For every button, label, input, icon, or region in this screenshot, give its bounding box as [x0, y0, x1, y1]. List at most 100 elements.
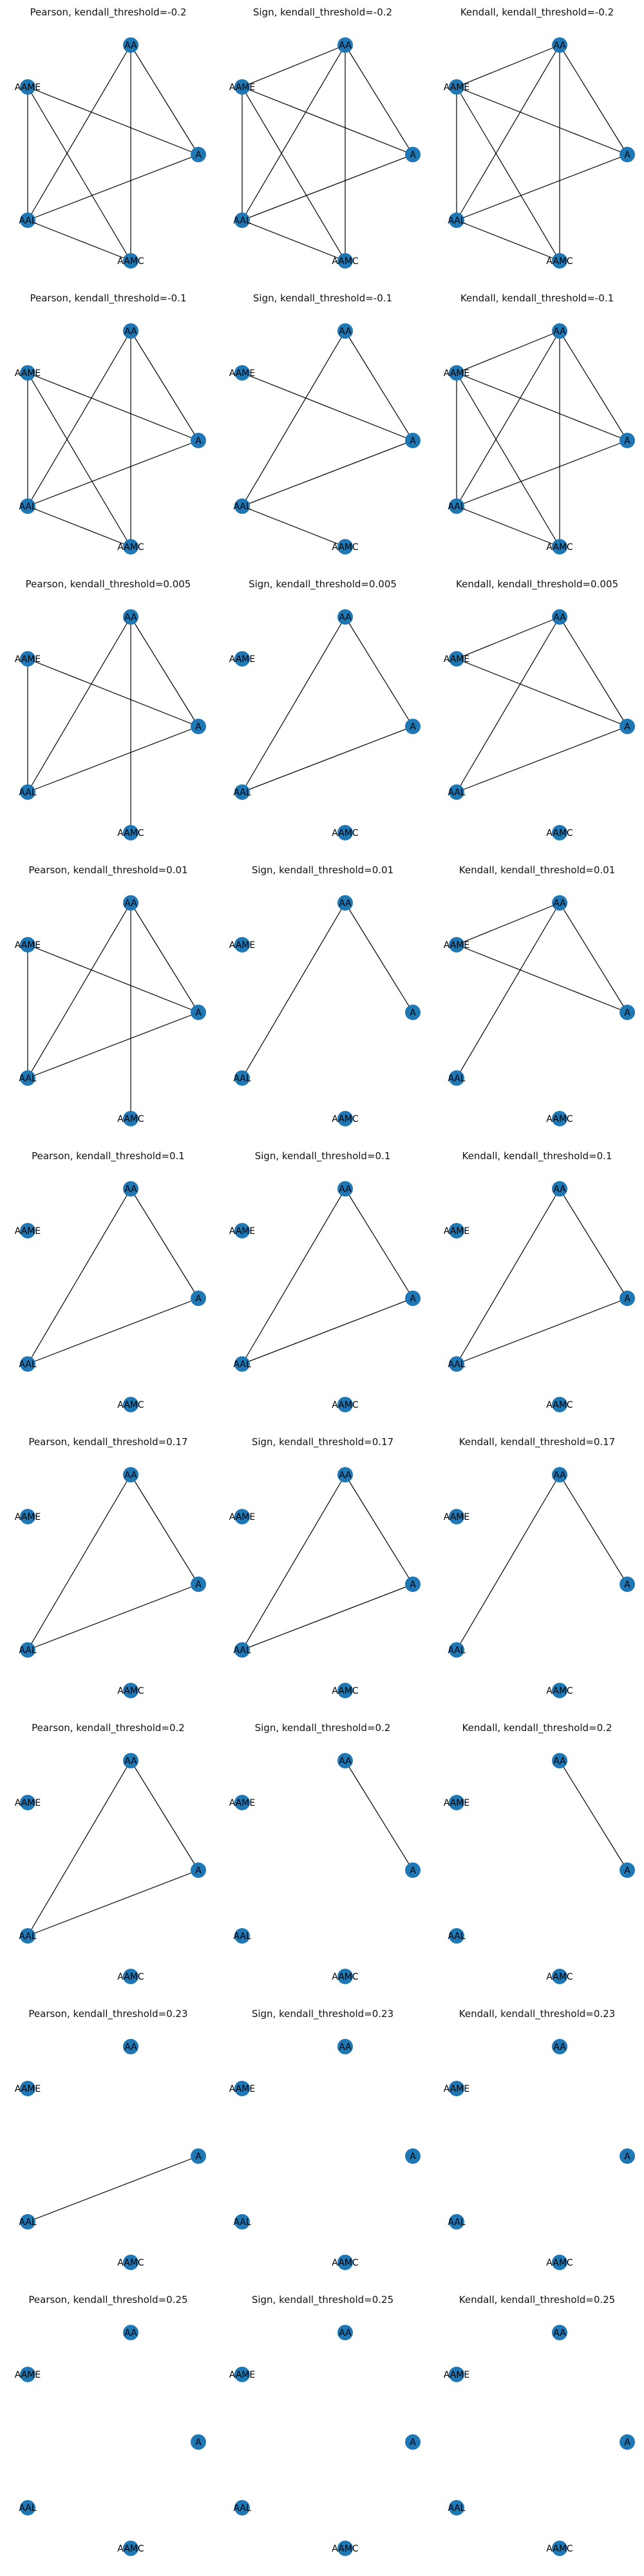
edge-AA-A	[345, 1760, 413, 1871]
edge-AA-AAL	[27, 44, 131, 221]
node-label-AAMC: AAMC	[546, 828, 573, 838]
node-label-AAME: AAME	[444, 82, 469, 93]
node-AAL	[449, 784, 464, 800]
node-label-AAMC: AAMC	[332, 828, 359, 838]
edge-AA-A	[130, 1760, 199, 1871]
node-A	[620, 1862, 635, 1878]
node-AA	[337, 37, 353, 53]
node-A	[405, 1577, 421, 1592]
panel-title: Sign, kendall_threshold=-0.1	[252, 292, 393, 304]
panel-title: Kendall, kendall_threshold=-0.1	[460, 292, 614, 304]
edge-AA-A	[345, 1188, 413, 1299]
panel-title: Pearson, kendall_threshold=0.005	[25, 578, 191, 590]
node-label-AAMC: AAMC	[332, 2258, 359, 2268]
node-AAMC	[123, 1397, 138, 1412]
node-label-AA: AA	[339, 2328, 352, 2338]
node-label-AAL: AAL	[19, 1359, 37, 1370]
node-AAMC	[337, 539, 353, 554]
node-label-AAMC: AAMC	[546, 1972, 573, 1982]
node-AAL	[234, 213, 250, 228]
node-AA	[123, 323, 138, 339]
node-label-AA: AA	[124, 2328, 137, 2338]
edge-AA-AAL	[27, 1474, 131, 1651]
node-label-AAME: AAME	[229, 2084, 255, 2094]
node-AAME	[20, 1795, 35, 1810]
node-label-AA: AA	[124, 2042, 137, 2052]
node-label-AA: AA	[553, 1184, 566, 1195]
node-label-AAMC: AAMC	[332, 542, 359, 553]
graph-panel: Kendall, kendall_threshold=-0.2 AA AAME A AA…	[431, 0, 643, 283]
node-AA	[552, 609, 567, 625]
network-graph: AA AAME A AAL AAMC	[15, 609, 206, 840]
panel-title: Kendall, kendall_threshold=0.2	[462, 1722, 612, 1734]
node-AA	[337, 895, 353, 911]
node-label-AAME: AAME	[229, 368, 255, 379]
node-AA	[337, 1467, 353, 1482]
edge-AA-A	[345, 44, 413, 155]
node-label-AAME: AAME	[444, 654, 469, 665]
graph-panel: Pearson, kendall_threshold=0.005 AA AAME A A…	[2, 572, 214, 855]
edge-AA-A	[130, 902, 199, 1013]
node-AAL	[449, 2500, 464, 2515]
node-label-A: A	[195, 436, 202, 446]
node-label-AAL: AAL	[233, 2217, 251, 2228]
panel-title: Pearson, kendall_threshold=0.2	[32, 1722, 185, 1734]
node-AA	[337, 2325, 353, 2340]
node-AAMC	[337, 1397, 353, 1412]
edge-AA-A	[130, 330, 199, 441]
node-AAMC	[123, 825, 138, 840]
node-AAME	[20, 2367, 35, 2382]
graph-panel: Kendall, kendall_threshold=0.1 AA AAME A AAL…	[431, 1144, 643, 1427]
node-label-AAME: AAME	[15, 368, 41, 379]
node-label-A: A	[410, 1866, 416, 1876]
edge-AAME-A	[456, 372, 628, 441]
node-AA	[337, 1753, 353, 1768]
edge-AA-AAL	[27, 902, 131, 1079]
node-AAMC	[123, 2255, 138, 2270]
node-A	[405, 719, 421, 734]
panel-title: Pearson, kendall_threshold=0.01	[28, 864, 188, 876]
node-label-AAL: AAL	[448, 788, 466, 798]
network-graph: AA AAME A AAL AAMC	[444, 1467, 635, 1698]
node-label-AAL: AAL	[19, 216, 37, 226]
edge-AAL-AAMC	[242, 220, 346, 261]
edge-AAME-A	[242, 372, 413, 441]
node-label-AA: AA	[124, 898, 137, 909]
graph-panel: Pearson, kendall_threshold=-0.1 AA AAME A AA…	[2, 286, 214, 569]
graph-panel: Pearson, kendall_threshold=0.1 AA AAME A AAL…	[2, 1144, 214, 1427]
node-AAME	[20, 79, 35, 95]
edge-AAL-A	[27, 154, 199, 221]
node-label-AA: AA	[553, 1756, 566, 1766]
node-AAL	[449, 1928, 464, 1944]
node-AAME	[20, 1223, 35, 1238]
node-AAME	[449, 651, 464, 667]
node-label-AAL: AAL	[233, 216, 251, 226]
edge-AAME-A	[27, 86, 199, 155]
edge-AAME-A	[456, 944, 628, 1013]
node-AAMC	[337, 2255, 353, 2270]
node-label-AA: AA	[553, 41, 566, 51]
graph-panel: Sign, kendall_threshold=-0.1 AA AAME A AAL AA…	[216, 286, 429, 569]
node-label-AAME: AAME	[229, 1798, 255, 1808]
edge-AA-AAL	[242, 616, 346, 793]
node-label-AAMC: AAMC	[546, 1114, 573, 1124]
node-AAL	[234, 498, 250, 514]
node-label-AAMC: AAMC	[117, 2258, 144, 2268]
edge-AAME-A	[242, 86, 413, 155]
node-AAMC	[337, 1969, 353, 1984]
node-label-AA: AA	[553, 1470, 566, 1481]
node-label-A: A	[195, 1294, 202, 1304]
node-AAL	[449, 213, 464, 228]
network-graph: AA AAME A AAL AAMC	[444, 609, 635, 840]
node-A	[191, 147, 206, 162]
node-label-AAL: AAL	[233, 502, 251, 512]
edge-AAL-A	[27, 1584, 199, 1651]
node-AAL	[20, 2500, 35, 2515]
node-label-AA: AA	[124, 612, 137, 623]
panel-title: Pearson, kendall_threshold=-0.1	[30, 292, 187, 304]
node-label-A: A	[624, 436, 630, 446]
edge-AAL-A	[456, 1298, 628, 1365]
node-label-AAMC: AAMC	[546, 2544, 573, 2554]
network-graph: AA AAME A AAL AAMC	[15, 2039, 206, 2270]
node-A	[620, 719, 635, 734]
